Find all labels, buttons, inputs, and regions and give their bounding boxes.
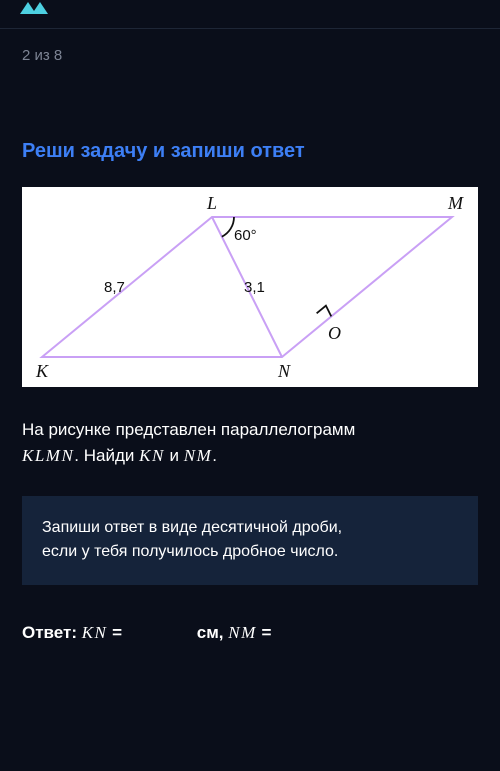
vertex-label-o: O <box>328 323 341 344</box>
answer-eq1: = <box>107 623 126 642</box>
math-kn: KN <box>139 446 165 465</box>
answer-eq2: = <box>257 623 272 642</box>
side-kl-label: 8,7 <box>104 279 125 296</box>
math-klmn: KLMN <box>22 446 74 465</box>
angle-label: 60° <box>234 227 257 244</box>
right-angle-o <box>317 306 332 317</box>
vertex-label-l: L <box>207 193 217 214</box>
problem-text: На рисунке представлен параллелограмм KL… <box>22 417 478 470</box>
progress-label: 2 из 8 <box>22 47 62 64</box>
hint-line2: если у тебя получилось дробное число. <box>42 540 458 565</box>
hint-line1: Запиши ответ в виде десятичной дроби, <box>42 516 458 541</box>
vertex-label-k: K <box>36 361 48 382</box>
problem-line1a: На рисунке представлен параллелограмм <box>22 420 355 439</box>
answer-kn: KN <box>82 623 108 642</box>
content-area: Реши задачу и запиши ответ K L M N O 60°… <box>0 74 500 643</box>
segment-lo-label: 3,1 <box>244 279 265 296</box>
answer-line: Ответ: KN = см, NM = <box>22 623 478 643</box>
diagram: K L M N O 60° 8,7 3,1 <box>22 187 478 387</box>
angle-arc-l <box>222 217 234 237</box>
problem-line2b: и <box>165 446 184 465</box>
hint-box: Запиши ответ в виде десятичной дроби, ес… <box>22 496 478 586</box>
answer-label: Ответ: <box>22 623 82 642</box>
problem-line2a: . Найди <box>74 446 139 465</box>
vertex-label-n: N <box>278 361 290 382</box>
problem-period: . <box>212 446 217 465</box>
math-nm: NM <box>184 446 213 465</box>
logo-icon <box>18 0 52 21</box>
progress-indicator: 2 из 8 <box>0 28 500 74</box>
answer-unit: см, <box>197 623 228 642</box>
answer-nm: NM <box>228 623 257 642</box>
vertex-label-m: M <box>448 193 463 214</box>
logo-bar <box>0 0 500 28</box>
task-heading: Реши задачу и запиши ответ <box>22 140 478 163</box>
